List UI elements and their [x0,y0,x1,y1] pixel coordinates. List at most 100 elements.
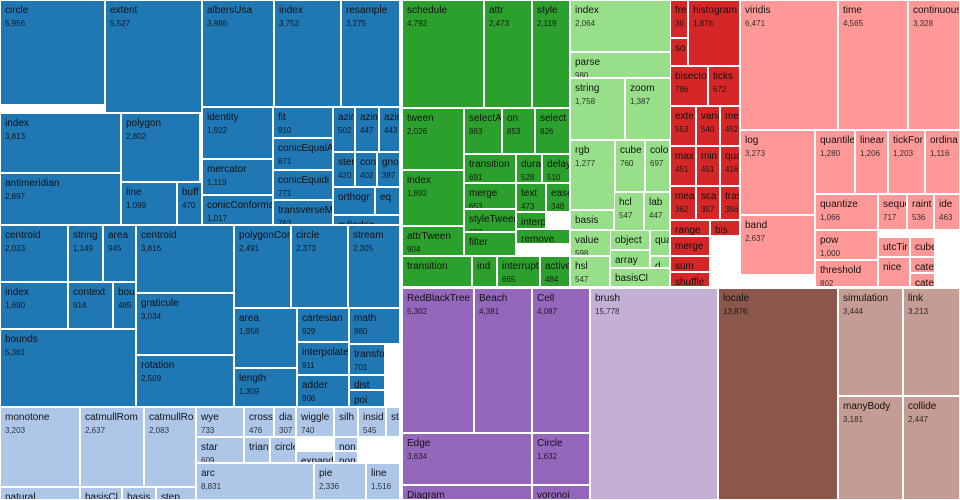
cell-label: cube [620,145,642,156]
treemap-cell-shape: monotone 3,203 [0,407,80,487]
cell-value: 1,922 [207,126,228,135]
cell-label: centroid [141,230,177,241]
treemap-cell-format: string 1,758 [570,78,625,140]
treemap-cell-format: lab 447 [644,192,670,232]
cell-label: cube [915,242,935,253]
cell-label: transition [469,159,510,170]
treemap-cell-geo: bounds 5,361 [0,329,136,407]
treemap-cell-transition: ind [472,256,497,288]
cell-label: azim [338,112,354,123]
cell-label: threshold [820,265,862,276]
cell-value: 476 [249,426,263,435]
treemap-cell-shape: basisCl [80,487,122,500]
cell-label: object [615,235,642,246]
cell-label: range [675,225,701,236]
treemap-cell-transition: dura 528 [516,154,542,183]
cell-label: Beach [479,293,508,304]
treemap-cell-shape: pie 2,336 [314,463,366,500]
cell-label: locale [723,293,750,304]
cell-value: 387 [382,171,396,180]
treemap-cell-transition: remove [516,229,570,244]
cell-value: 547 [619,211,633,220]
cell-label: fre [675,5,687,16]
treemap-cell-shape: wiggle 740 [296,407,334,437]
cell-label: orthogr [338,192,370,203]
cell-label: filter [469,237,488,248]
cell-label: qua [725,151,739,162]
cell-label: band [745,220,768,231]
cell-label: colo [650,145,669,156]
treemap-cell-transition: selectA 883 [464,108,502,154]
cell-label: on [507,113,519,124]
cell-value: 762 [278,219,292,225]
treemap-cell-scale: tickFor 1,203 [888,130,925,194]
cell-label: context [73,287,106,298]
treemap-cell-interpolate: exte 553 [670,106,696,146]
treemap-cell-format: parse 980 [570,52,675,78]
cell-label: conicEqualA [278,143,333,154]
cell-label: graticule [141,298,179,309]
cell-value: 1,116 [930,149,950,158]
cell-label: catmullRom [85,412,138,423]
treemap-cell-transition: active 484 [540,256,570,288]
cell-value: 3,444 [843,307,864,316]
cell-value: 3,273 [745,149,766,158]
treemap-cell-geo: interpolate 911 [297,342,349,375]
treemap-cell-force: simulation 3,444 [838,288,903,396]
treemap-cell-shape: catmullRo 2,083 [144,407,196,487]
treemap-cell-hierarchy: Diagram [402,485,532,500]
treemap-cell-scale: linear 1,206 [855,130,888,194]
cell-value: 473 [521,202,535,211]
treemap-cell-geo: azim 447 [355,107,379,152]
treemap-cell-geo: albersUsa 3,986 [202,0,274,107]
treemap-cell-geo: extent 5,527 [105,0,202,113]
cell-value: 1,892 [407,189,428,198]
cell-value: 609 [201,456,215,463]
treemap-cell-format: cube 760 [615,140,645,192]
treemap-cell-interpolate: bis [710,220,740,236]
treemap-cell-shape: non314 [334,437,358,451]
treemap-cell-geo: ster 420 [333,152,355,187]
cell-label: raint [912,199,932,210]
treemap-cell-geo: area 1,958 [234,308,297,368]
treemap-cell-geo: poi [349,390,385,407]
cell-value: 904 [407,245,421,254]
cell-label: catmullRo [149,412,194,423]
treemap-cell-geo: mercator 1,119 [202,159,273,195]
treemap-cell-interpolate: sum [670,256,710,272]
cell-value: 307 [279,426,293,435]
treemap-cell-geo: graticule 3,034 [136,293,234,355]
cell-label: stream [353,230,384,241]
cell-value: 853 [507,127,521,136]
treemap-cell-scale: quantile 1,280 [815,130,855,194]
cell-value: 470 [182,201,196,210]
treemap-cell-shape: silh [334,407,358,437]
treemap-cell-scale: utcTir379 [878,237,910,257]
cell-value: 771 [278,189,292,198]
treemap-cell-interpolate: varia 540 [696,106,720,146]
cell-label: tickFor [893,135,923,146]
cell-label: d [655,261,661,268]
treemap-cell-shape: dia 307 [274,407,296,437]
cell-label: dura [521,159,542,170]
cell-value: 348 [551,202,565,211]
cell-value: 484 [545,275,559,284]
treemap-cell-geo: conicEqualA 871 [273,138,333,170]
treemap-cell-scale: ordina 1,116 [925,130,960,194]
treemap-cell-scale: ide 463 [934,194,960,230]
cell-value: 5,527 [110,19,131,28]
treemap-cell-geo: con 402 [355,152,377,187]
cell-label: varia [701,111,719,122]
cell-value: 2,119 [537,19,557,28]
cell-label: basisCl [85,492,118,500]
cell-label: RedBlackTree [407,293,470,304]
cell-label: sca [701,191,717,202]
cell-label: st [391,412,399,423]
cell-value: 447 [649,211,663,220]
cell-value: 13,876 [723,307,748,316]
cell-label: centroid [5,230,41,241]
cell-value: 2,447 [908,415,929,424]
cell-value: 2,064 [575,19,596,28]
treemap-cell-interpolate: min 451 [696,146,720,186]
treemap-cell-shape: natural [0,487,80,500]
